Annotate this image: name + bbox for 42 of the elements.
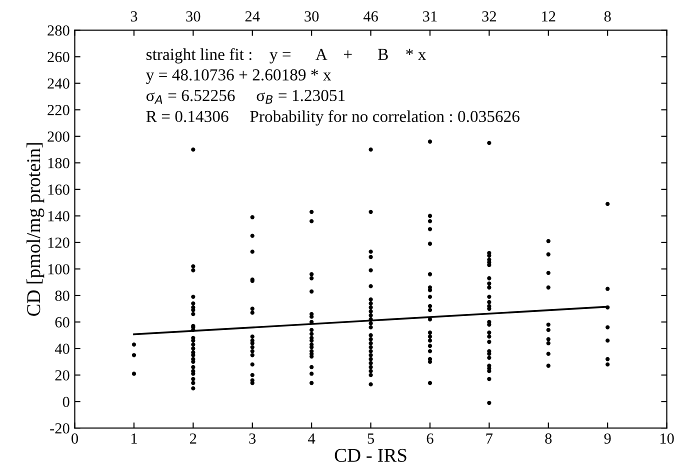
y-tick-label: 0 (62, 396, 70, 408)
y-axis-title: CD [pmol/mg protein] (26, 143, 44, 316)
x-tick-label: 8 (545, 433, 552, 444)
y-tick-label: 160 (48, 184, 70, 195)
x-tick-label: 6 (426, 433, 434, 444)
x-tick-label: 4 (308, 434, 316, 444)
x-axis-title: CD - IRS (334, 448, 406, 462)
annotation: 8 (604, 11, 611, 22)
y-tick-label: 120 (48, 238, 70, 248)
y-tick-label: 100 (48, 264, 70, 274)
annotation: 32 (482, 11, 496, 22)
x-tick-label: 1 (132, 433, 137, 444)
y-tick-label: 80 (55, 290, 70, 301)
annotation: 24 (245, 11, 260, 22)
x-tick-label: 10 (660, 433, 674, 444)
y-tick-label: 200 (48, 131, 70, 142)
annotation: 30 (186, 11, 200, 22)
annotation: 12 (542, 11, 556, 22)
annotation: R = 0.14306 Probability for no correlation : 0.035626 (146, 110, 520, 126)
x-tick-label: 3 (249, 433, 256, 444)
annotation: y = 48.10736 + 2.60189 * x (146, 69, 332, 84)
y-tick-label: 240 (48, 78, 70, 89)
x-tick-label: 0 (72, 433, 78, 444)
annotation: σ$_{A}$ = 6.52256 σ$_{B}$ = 1.23051 (146, 90, 345, 104)
x-tick-label: 2 (190, 433, 196, 444)
annotation: straight line fit : y = A + B * x (146, 48, 426, 64)
y-tick-label: 40 (54, 344, 70, 354)
annotation: 31 (423, 11, 437, 22)
x-tick-label: 7 (486, 434, 493, 444)
annotation: 30 (304, 11, 319, 22)
y-tick-label: 260 (48, 52, 70, 62)
y-tick-label: 60 (55, 317, 70, 328)
y-tick-label: -20 (50, 423, 70, 434)
annotation: 3 (130, 11, 138, 22)
x-tick-label: 9 (604, 433, 611, 444)
x-tick-label: 5 (368, 434, 374, 444)
y-tick-label: 180 (48, 158, 70, 168)
y-tick-label: 280 (48, 25, 70, 36)
y-tick-label: 140 (48, 211, 70, 222)
y-tick-label: 220 (48, 104, 70, 116)
annotation: 46 (363, 11, 378, 22)
y-tick-label: 20 (55, 370, 70, 380)
